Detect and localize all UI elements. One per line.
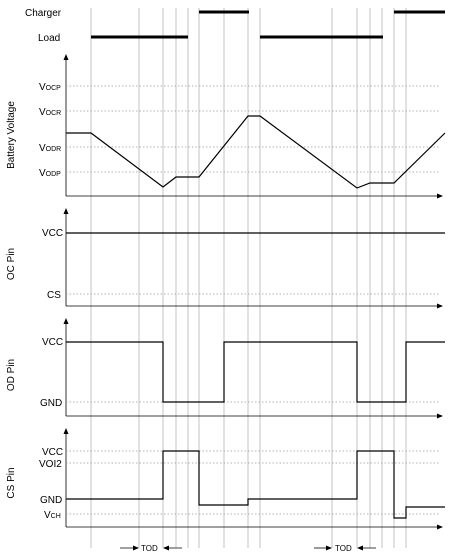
vocr-label: VOCR (39, 107, 61, 118)
od-vcc-label: VCC (42, 337, 63, 348)
cs-vcc-label: VCC (42, 447, 63, 458)
cs-gnd-label: GND (40, 495, 62, 506)
cs-vch-label: VCH (44, 510, 61, 521)
cs-pin-waveform (66, 450, 445, 519)
battery-voltage-panel: Battery Voltage VOCP VOCR VODR VODP (6, 54, 446, 199)
tod-label-2: TOD (335, 544, 352, 553)
cs-pin-title: CS Pin (6, 467, 17, 498)
load-label: Load (38, 33, 60, 44)
charger-load-signals: Charger Load (25, 8, 445, 44)
tod-delay-marker-1: TOD (120, 544, 182, 553)
tod-label-1: TOD (141, 544, 158, 553)
od-pin-title: OD Pin (6, 359, 17, 391)
od-pin-waveform (66, 341, 445, 403)
cs-pin-panel: CS Pin VCC VOI2 GND VCH (6, 428, 445, 530)
cs-voi2-label: VOI2 (39, 459, 62, 470)
oc-vcc-label: VCC (42, 228, 63, 239)
oc-pin-panel: OC Pin VCC CS (6, 208, 445, 309)
tod-delay-marker-2: TOD (314, 544, 376, 553)
vodr-label: VODR (39, 143, 61, 154)
oc-pin-title: OC Pin (6, 248, 17, 280)
charger-label: Charger (25, 8, 62, 19)
oc-cs-label: CS (47, 290, 61, 301)
battery-voltage-waveform (66, 115, 446, 189)
od-gnd-label: GND (40, 398, 62, 409)
od-pin-panel: OD Pin VCC GND (6, 318, 445, 419)
vodp-label: VODP (39, 168, 61, 179)
battery-voltage-title: Battery Voltage (6, 101, 17, 169)
vertical-grid-lines (90, 8, 407, 548)
vocp-label: VOCP (39, 82, 61, 93)
